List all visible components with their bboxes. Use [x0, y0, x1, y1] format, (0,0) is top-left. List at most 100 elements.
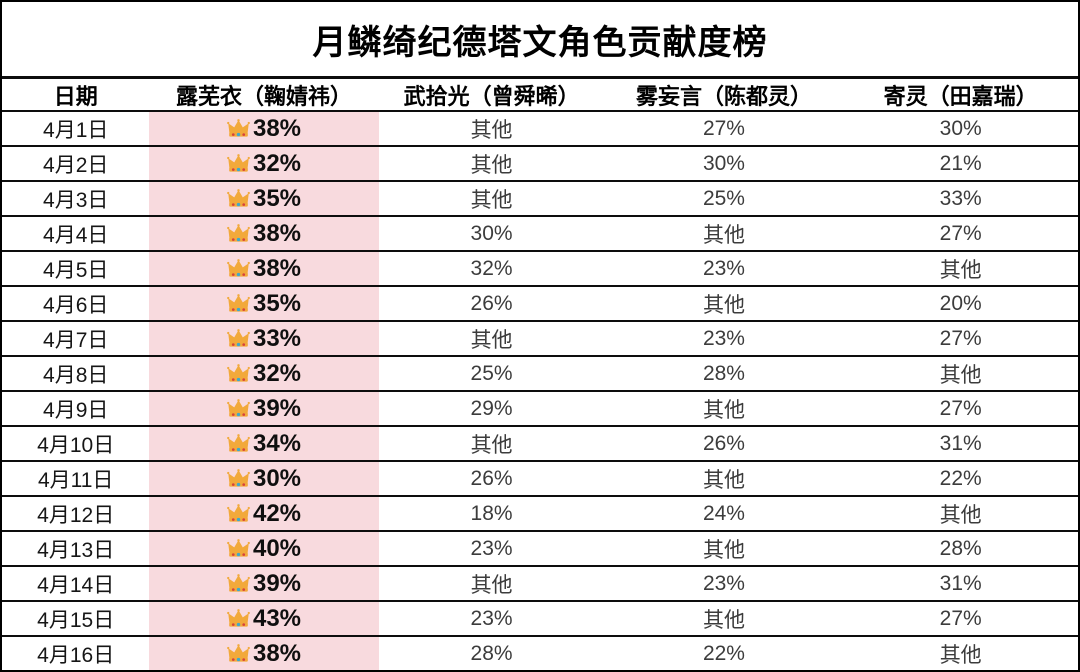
leader-percentage: 42% [252, 499, 302, 527]
leader-percentage: 38% [252, 254, 302, 282]
value-cell: 其他 [939, 258, 982, 282]
value-cell: 27% [702, 116, 745, 140]
value-cell: 21% [939, 151, 982, 175]
date-cell: 4月9日 [43, 398, 109, 422]
leader-value-cell: 43% [149, 602, 379, 635]
crown-icon [227, 154, 250, 173]
leader-value-group: 39% [227, 570, 301, 598]
leader-value-cell: 39% [149, 392, 379, 425]
value-cell: 25% [470, 361, 513, 385]
crown-icon [227, 119, 250, 138]
leader-value-cell: 35% [149, 287, 379, 320]
column-header-4: 寄灵（田嘉瑞） [883, 83, 1038, 109]
leader-value-group: 38% [227, 255, 301, 283]
table-row: 4月10日 34% 其他 26% 31% [2, 427, 1078, 462]
crown-icon [227, 224, 250, 243]
leader-percentage: 32% [252, 359, 302, 387]
leader-value-cell: 42% [149, 497, 379, 530]
crown-icon [227, 399, 250, 418]
table-row: 4月3日 35% 其他 25% 33% [2, 182, 1078, 217]
leader-value-group: 38% [227, 220, 301, 248]
value-cell: 其他 [702, 223, 745, 247]
date-cell: 4月10日 [37, 433, 115, 457]
value-cell: 其他 [702, 468, 745, 492]
value-cell: 25% [702, 186, 745, 210]
value-cell: 30% [470, 221, 513, 245]
value-cell: 18% [470, 501, 513, 525]
value-cell: 20% [939, 291, 982, 315]
value-cell: 28% [470, 641, 513, 665]
table-row: 4月4日 38% 30% 其他 27% [2, 217, 1078, 252]
leader-value-group: 40% [227, 535, 301, 563]
date-cell: 4月8日 [43, 363, 109, 387]
leader-value-group: 43% [227, 605, 301, 633]
value-cell: 31% [939, 431, 982, 455]
leader-percentage: 32% [252, 149, 302, 177]
value-cell: 26% [470, 466, 513, 490]
table-row: 4月14日 39% 其他 23% 31% [2, 567, 1078, 602]
date-cell: 4月7日 [43, 328, 109, 352]
leader-value-cell: 39% [149, 567, 379, 600]
leader-percentage: 38% [252, 114, 302, 142]
table-row: 4月13日 40% 23% 其他 28% [2, 532, 1078, 567]
value-cell: 其他 [470, 153, 513, 177]
value-cell: 31% [939, 571, 982, 595]
value-cell: 26% [470, 291, 513, 315]
table-row: 4月6日 35% 26% 其他 20% [2, 287, 1078, 322]
date-cell: 4月1日 [43, 118, 109, 142]
value-cell: 28% [939, 536, 982, 560]
leader-value-group: 35% [227, 185, 301, 213]
leader-value-group: 30% [227, 465, 301, 493]
leader-value-cell: 38% [149, 112, 379, 145]
leader-percentage: 39% [252, 569, 302, 597]
value-cell: 其他 [702, 293, 745, 317]
table-row: 4月1日 38% 其他 27% 30% [2, 112, 1078, 147]
date-cell: 4月15日 [37, 608, 115, 632]
value-cell: 30% [939, 116, 982, 140]
leader-value-cell: 38% [149, 217, 379, 250]
value-cell: 29% [470, 396, 513, 420]
leader-value-cell: 38% [149, 252, 379, 285]
value-cell: 22% [702, 641, 745, 665]
leader-value-cell: 38% [149, 637, 379, 670]
date-cell: 4月14日 [37, 573, 115, 597]
table-row: 4月2日 32% 其他 30% 21% [2, 147, 1078, 182]
value-cell: 23% [702, 326, 745, 350]
date-cell: 4月16日 [37, 643, 115, 667]
value-cell: 其他 [470, 573, 513, 597]
value-cell: 其他 [702, 538, 745, 562]
crown-icon [227, 469, 250, 488]
value-cell: 其他 [470, 118, 513, 142]
crown-icon [227, 364, 250, 383]
leader-value-group: 38% [227, 640, 301, 668]
value-cell: 27% [939, 396, 982, 420]
leader-percentage: 38% [252, 639, 302, 667]
crown-icon [227, 504, 250, 523]
leader-percentage: 43% [252, 604, 302, 632]
table-row: 4月11日 30% 26% 其他 22% [2, 462, 1078, 497]
leader-value-cell: 32% [149, 357, 379, 390]
leader-value-cell: 40% [149, 532, 379, 565]
table-row: 4月15日 43% 23% 其他 27% [2, 602, 1078, 637]
value-cell: 23% [702, 256, 745, 280]
date-cell: 4月11日 [37, 468, 114, 492]
crown-icon [227, 259, 250, 278]
leader-percentage: 34% [252, 429, 302, 457]
value-cell: 其他 [939, 363, 982, 387]
date-cell: 4月12日 [37, 503, 115, 527]
leader-value-group: 38% [227, 115, 301, 143]
date-cell: 4月5日 [43, 258, 109, 282]
date-cell: 4月6日 [43, 293, 109, 317]
value-cell: 23% [470, 536, 513, 560]
leader-value-group: 33% [227, 325, 301, 353]
leader-value-group: 32% [227, 360, 301, 388]
value-cell: 27% [939, 606, 982, 630]
page-title: 月鳞绮纪德塔文角色贡献度榜 [2, 2, 1078, 79]
table-body: 4月1日 38% 其他 27% 30% 4月2日 32% 其他 30% 21% 4月3日 35% 其他 2… [2, 112, 1078, 670]
value-cell: 22% [939, 466, 982, 490]
leader-value-cell: 33% [149, 322, 379, 355]
crown-icon [227, 434, 250, 453]
column-header-1: 露芜衣（鞠婧祎） [175, 83, 352, 109]
leader-value-cell: 30% [149, 462, 379, 495]
